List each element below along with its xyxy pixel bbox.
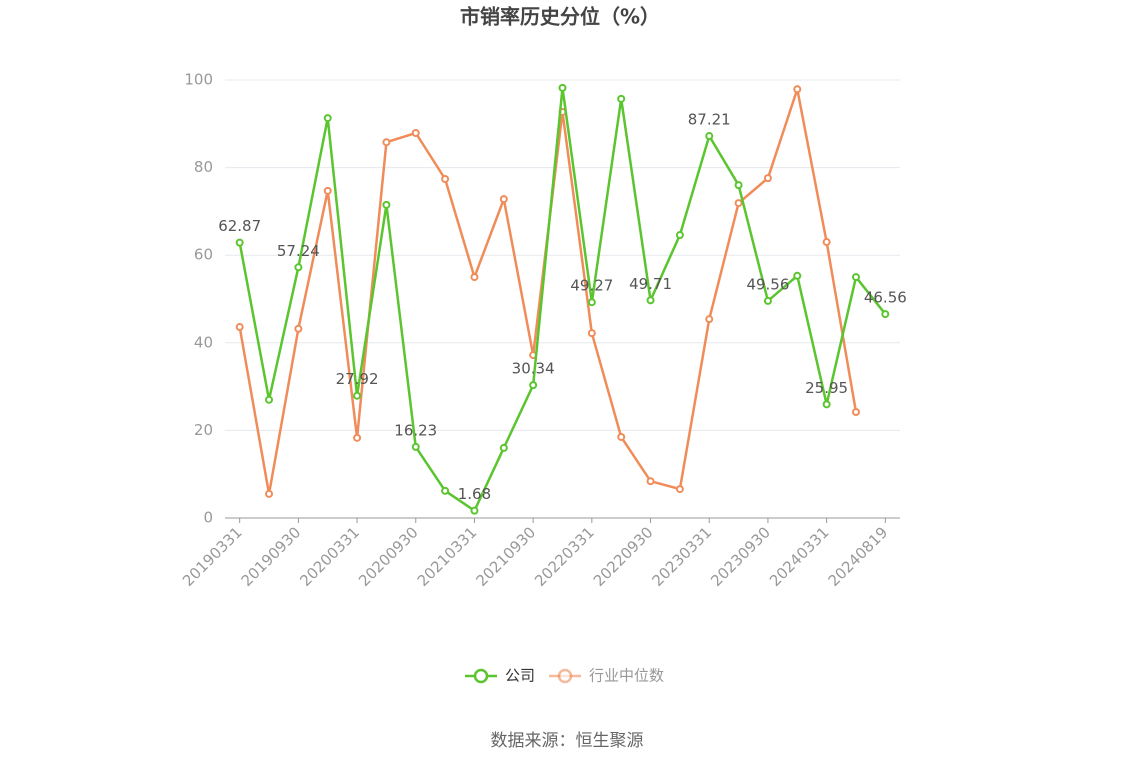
y-tick-label: 20	[194, 421, 213, 439]
data-point	[353, 391, 362, 400]
y-tick-label: 80	[194, 158, 213, 176]
y-tick-label: 100	[184, 71, 213, 89]
data-point	[705, 315, 714, 324]
data-label: 62.87	[218, 217, 261, 235]
y-tick-label: 0	[203, 509, 213, 527]
data-label: 49.71	[629, 275, 672, 293]
legend-label: 行业中位数	[589, 667, 664, 685]
data-point	[793, 85, 802, 94]
source-note: 数据来源：恒生聚源	[491, 731, 644, 751]
data-label: 87.21	[688, 111, 731, 129]
data-point	[617, 432, 626, 441]
data-point	[734, 181, 743, 190]
data-point	[382, 200, 391, 209]
x-tick-label: 20200930	[355, 523, 422, 590]
data-point	[382, 138, 391, 147]
data-point	[646, 477, 655, 486]
data-point	[734, 199, 743, 208]
data-label: 49.56	[746, 275, 789, 293]
y-tick-label: 40	[194, 333, 213, 351]
data-label: 49.27	[570, 277, 613, 295]
data-point	[441, 486, 450, 495]
data-point	[587, 329, 596, 338]
data-point	[265, 395, 274, 404]
data-label: 25.95	[805, 379, 848, 397]
data-point	[323, 114, 332, 123]
data-point	[822, 400, 831, 409]
x-tick-label: 20230930	[707, 523, 774, 590]
data-point	[851, 273, 860, 282]
data-point	[323, 186, 332, 195]
data-label: 16.23	[394, 421, 437, 439]
data-point	[470, 506, 479, 515]
data-point	[441, 174, 450, 183]
legend-marker	[473, 668, 489, 684]
data-point	[499, 443, 508, 452]
data-label: 46.56	[864, 289, 907, 307]
data-point	[675, 231, 684, 240]
data-label: 27.92	[336, 370, 379, 388]
data-point	[294, 263, 303, 272]
x-tick-label: 20190930	[238, 523, 305, 590]
data-point	[675, 485, 684, 494]
legend-marker	[557, 668, 573, 684]
data-point	[851, 408, 860, 417]
x-tick-label: 20210331	[414, 523, 481, 590]
data-label: 57.24	[277, 242, 320, 260]
legend-label: 公司	[505, 667, 535, 685]
x-tick-label: 20240331	[766, 523, 833, 590]
data-point	[411, 442, 420, 451]
data-point	[822, 238, 831, 247]
data-point	[793, 271, 802, 280]
data-point	[646, 296, 655, 305]
x-tick-label: 20210930	[472, 523, 539, 590]
x-tick-label: 20220331	[531, 523, 598, 590]
x-tick-label: 20200331	[296, 523, 363, 590]
data-point	[235, 323, 244, 332]
data-point	[235, 238, 244, 247]
data-point	[587, 298, 596, 307]
data-point	[265, 489, 274, 498]
data-point	[411, 128, 420, 137]
data-point	[499, 195, 508, 204]
chart-title: 市销率历史分位（%）	[460, 5, 660, 29]
data-point	[529, 381, 538, 390]
data-point	[294, 324, 303, 333]
data-point	[705, 132, 714, 141]
data-point	[763, 296, 772, 305]
data-point	[763, 174, 772, 183]
data-point	[353, 433, 362, 442]
data-point	[470, 273, 479, 282]
x-tick-label: 20190331	[179, 523, 246, 590]
x-tick-label: 20240819	[825, 523, 892, 590]
series-line	[238, 87, 887, 513]
x-tick-label: 20220930	[590, 523, 657, 590]
y-tick-label: 60	[194, 246, 213, 264]
data-point	[881, 310, 890, 319]
x-tick-label: 20230331	[649, 523, 716, 590]
data-point	[558, 83, 567, 92]
data-point	[617, 94, 626, 103]
data-label: 30.34	[512, 360, 555, 378]
data-label: 1.68	[458, 485, 491, 503]
